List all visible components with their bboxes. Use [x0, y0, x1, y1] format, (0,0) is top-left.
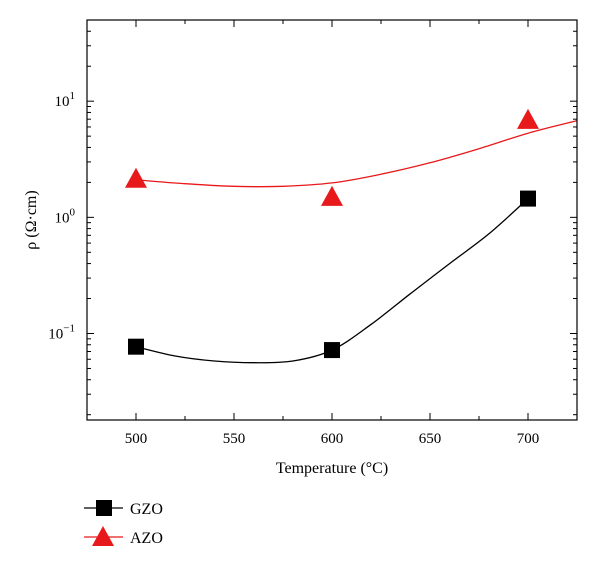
x-tick-label: 500 — [125, 431, 148, 447]
gzo-data-point — [128, 338, 144, 355]
series-gzo-curve — [135, 198, 529, 364]
x-axis-label: Temperature (°C) — [276, 460, 388, 477]
plot-frame — [86, 19, 578, 421]
legend-azo-label: AZO — [130, 530, 163, 547]
legend-item-azo: AZO — [84, 526, 163, 547]
y-axis-ticks: 10−1 100 101 — [48, 19, 577, 416]
azo-data-point — [321, 185, 343, 206]
azo-data-point — [125, 167, 147, 188]
x-tick-label: 600 — [321, 431, 344, 447]
azo-data-point — [517, 108, 539, 129]
x-axis-ticks: 500 550 600 650 700 — [86, 20, 578, 447]
y-tick-label: 100 — [55, 206, 76, 226]
y-axis-label: ρ (Ω·cm) — [23, 190, 40, 249]
legend-gzo-label: GZO — [130, 501, 163, 518]
series-azo-curve — [135, 119, 578, 188]
plot-curves — [135, 119, 578, 364]
x-tick-label: 650 — [419, 431, 442, 447]
plot-markers — [125, 108, 539, 359]
gzo-data-point — [520, 190, 536, 207]
y-tick-label: 101 — [55, 90, 76, 110]
x-tick-label: 700 — [517, 431, 540, 447]
x-tick-label: 550 — [223, 431, 246, 447]
gzo-data-point — [324, 342, 340, 359]
legend: GZO AZO — [84, 500, 163, 547]
legend-item-gzo: GZO — [84, 500, 163, 518]
y-tick-label: 10−1 — [48, 322, 75, 342]
legend-gzo-square-marker — [96, 500, 112, 516]
legend-azo-triangle-marker — [92, 526, 114, 546]
